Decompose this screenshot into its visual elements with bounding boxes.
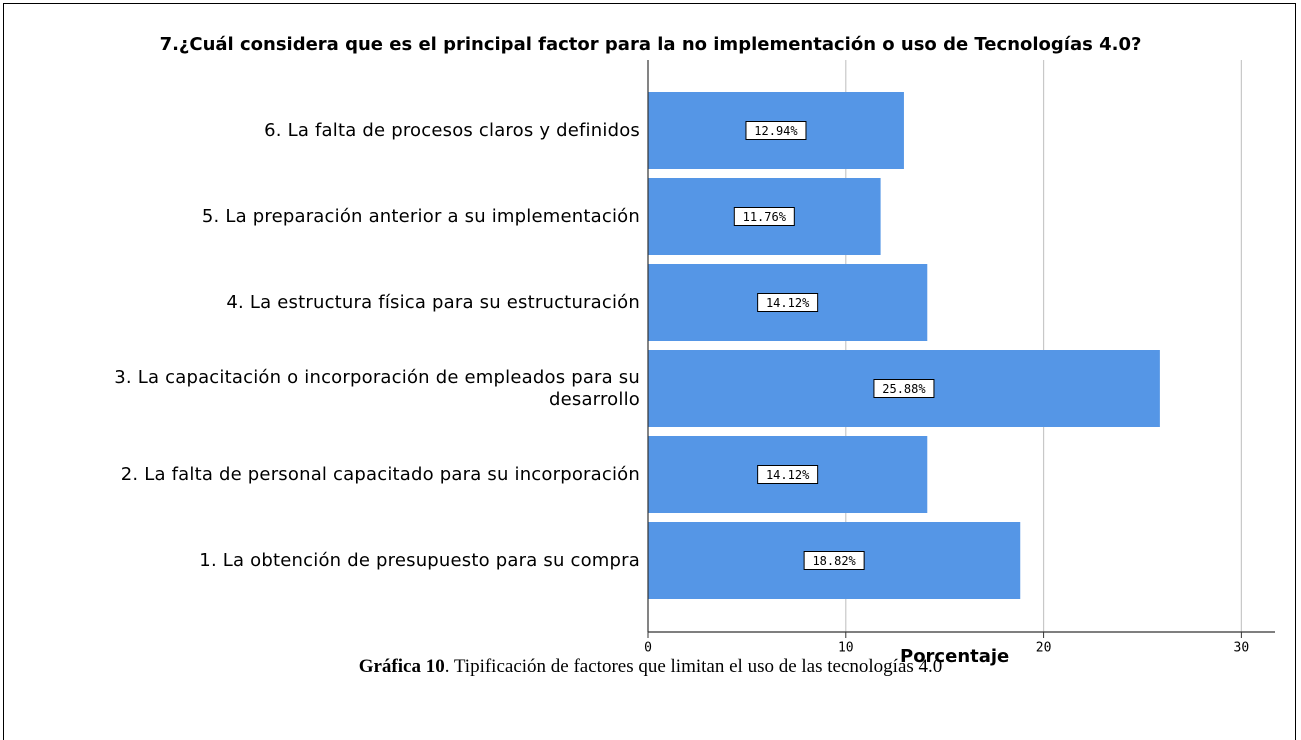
frame	[3, 3, 1296, 740]
caption-label: Gráfica 10	[358, 656, 445, 677]
caption: Gráfica 10. Tipificación de factores que…	[0, 656, 1301, 678]
value-label: 11.76%	[743, 210, 787, 224]
x-tick-label: 30	[1234, 641, 1250, 656]
y-tick-label: 1. La obtención de presupuesto para su c…	[199, 549, 640, 571]
value-label-box	[803, 551, 865, 570]
value-label: 14.12%	[766, 296, 810, 310]
value-label-box	[757, 465, 819, 484]
x-tick-label: 10	[838, 641, 854, 656]
y-tick-label: 4. La estructura física para su estructu…	[226, 291, 640, 313]
x-axis-title: Porcentaje	[900, 646, 1010, 667]
y-tick-label: 2. La falta de personal capacitado para …	[120, 463, 640, 485]
value-label: 14.12%	[766, 468, 810, 482]
y-tick-label: 3. La capacitación o incorporación de em…	[114, 366, 640, 410]
y-tick-label: 5. La preparación anterior a su implemen…	[201, 205, 640, 227]
value-label-box	[745, 121, 807, 140]
x-tick-label: 20	[1036, 641, 1052, 656]
value-label-box	[757, 293, 819, 312]
y-tick-label: 6. La falta de procesos claros y definid…	[264, 119, 640, 141]
value-label: 12.94%	[754, 124, 798, 138]
value-label: 25.88%	[882, 382, 926, 396]
chart-title: 7.¿Cuál considera que es el principal fa…	[159, 34, 1142, 55]
x-tick-label: 0	[644, 641, 652, 656]
caption-text: . Tipificación de factores que limitan e…	[444, 656, 943, 677]
value-label: 18.82%	[812, 554, 856, 568]
value-label-box	[873, 379, 935, 398]
value-label-box	[733, 207, 795, 226]
